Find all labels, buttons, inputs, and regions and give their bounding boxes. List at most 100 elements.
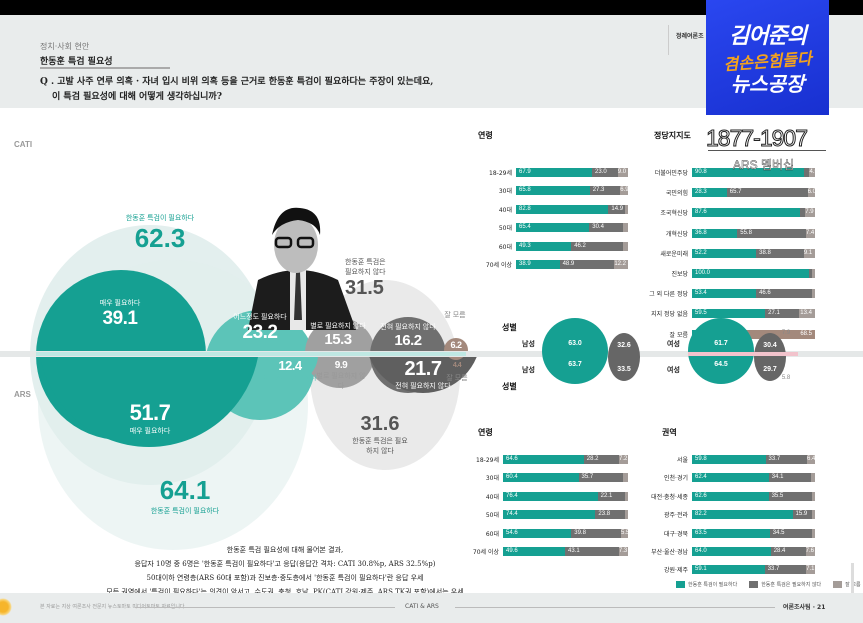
bar-seg-dk [625,204,628,214]
bar-seg-dk: 6.0 [807,188,815,198]
bar-seg-dk [622,241,628,251]
series-label-cati: CATI [14,140,33,149]
stacked-bar: 62.4 34.1 [692,473,815,483]
bar-row: 진보당 100.0 [671,269,815,278]
bar-row: 새로운미래 52.2 38.8 9.1 [660,248,815,258]
female-dk-ars: 5.8 [781,375,791,381]
bar-seg-dk: 9.1 [803,248,815,258]
bar-seg-need: 28.3 [692,188,727,198]
female-dk-cati: 7.9 [781,330,791,336]
page-footer: 본 자료는 지상 여론조사 전문지 뉴스토마토 미디어토마토 자료입니다. CA… [0,593,863,623]
legend-swatch [833,581,843,588]
bar-row: 70세 이상 38.9 48.9 12.2 [486,260,628,269]
stacked-bar: 100.0 [692,269,815,278]
stacked-bar: 65.8 27.3 6.9 [516,186,628,196]
title-rule [40,67,170,69]
bar-row: 부산·울산·경남 64.0 28.4 7.6 [651,547,815,556]
bar-label: 인천·경기 [664,475,688,483]
bar-seg-dk: 6.9 [620,186,628,196]
axis-divider-accent [36,352,466,356]
sun-logo-icon [0,598,12,616]
bar-seg-no-need: 43.1 [565,547,619,556]
panel-title-gender-cati: 성별 [502,323,517,332]
bar-seg-need: 49.6 [503,547,565,556]
bar-seg-need: 59.8 [692,455,766,464]
bar-seg-need: 67.9 [516,168,593,177]
ars-not-at-all: 21.7 전혀 필요하지 않다 [395,358,451,390]
male-label-cati: 남성 [522,340,535,348]
bar-seg-no-need: 14.9 [608,204,625,214]
bar-label: 60대 [498,243,512,251]
bar-row: 대전·충청·세종 62.6 35.5 [651,491,815,501]
bar-seg-need: 38.9 [516,260,560,269]
bar-seg-dk [625,510,628,520]
bar-seg-no-need: 28.2 [583,455,619,464]
question-line-1: Q . 고발 사주 연루 의혹 · 자녀 입시 비위 의혹 등을 근거로 한동훈… [40,77,434,87]
bar-seg-no-need [809,269,812,278]
bar-seg-need: 59.5 [692,309,766,319]
section-title: 한동훈 특검 필요성 [40,57,113,67]
bar-seg-no-need: 27.3 [589,186,621,196]
bar-seg-need: 64.6 [503,455,584,464]
bar-row: 70세 이상 49.6 43.1 7.3 [473,547,628,556]
bar-seg-no-need: 15.9 [792,510,812,520]
bar-row: 그 외 다른 정당 53.4 46.6 [649,289,815,299]
bar-seg-dk: 7.2 [619,455,628,464]
stacked-bar: 59.5 27.1 13.4 [692,309,815,319]
page-number: 여론조사팀 · 21 [783,604,826,611]
bar-seg-no-need: 55.8 [737,228,806,238]
cati-need-total: 한동훈 특검이 필요하다 62.3 [125,215,195,253]
bar-seg-dk: 7.4 [805,228,815,238]
bar-seg-dk [623,473,628,483]
ars-some-need: 12.4 어느정도 필요하다 [263,358,317,382]
bar-seg-dk [812,510,815,520]
publication-label: 정례여론조 [676,33,704,40]
bar-seg-need: 62.4 [692,473,769,483]
bar-seg-need: 49.3 [516,241,572,251]
news-factory-logo: 김어준의 겸손은힘들다 뉴스공장 [706,0,829,115]
bar-seg-need: 65.4 [516,223,590,233]
ars-not-much-circle [318,354,364,377]
bar-seg-dk: 13.4 [798,309,815,319]
bar-seg-no-need: 34.5 [769,528,812,538]
bar-seg-no-need: 35.7 [578,473,624,483]
bar-seg-no-need [803,168,810,177]
bar-seg-dk [812,528,815,538]
bar-seg-dk: 7.6 [805,547,815,556]
cati-dk: 6.2 [450,340,462,350]
male-label-ars: 남성 [522,366,535,374]
stacked-bar: 65.4 30.4 [516,223,628,233]
bar-seg-dk: 7.9 [805,208,815,218]
stacked-bar: 82.8 14.9 [516,204,628,214]
stacked-bar: 64.0 28.4 7.6 [692,547,815,556]
stacked-bar: 38.9 48.9 12.2 [516,260,628,269]
bar-row: 40대 82.8 14.9 [499,204,628,214]
female-label-ars: 여성 [667,366,680,374]
stacked-bar: 67.9 23.0 9.0 [516,168,628,177]
bar-label: 40대 [485,493,499,501]
bar-row: 40대 76.4 22.1 [486,491,628,501]
bar-seg-no-need: 48.9 [559,260,615,269]
bar-seg-no-need: 65.7 [726,188,808,198]
stacked-bar: 87.6 7.9 [692,208,815,218]
stacked-bar: 60.4 35.7 [503,473,628,483]
bar-row: 더불어민주당 90.8 4.5 [655,168,815,177]
footer-rule [455,607,775,608]
bar-seg-need: 36.8 [692,228,738,238]
stacked-bar: 62.6 35.5 [692,491,815,501]
bar-seg-no-need: 46.6 [756,289,812,299]
bar-row: 국민의힘 28.3 65.7 6.0 [666,188,815,198]
legend: 한동훈 특검이 필요하다 한동훈 특검은 필요하지 않다 잘 모름 [676,581,861,588]
legend-item-dk: 잘 모름 [833,581,861,588]
bar-seg-need: 65.8 [516,186,590,196]
bar-label: 광주·전라 [664,512,688,520]
ars-dk: 4.4 잘 모름 [446,362,468,382]
bar-row: 60대 54.6 39.8 5.5 [486,528,628,538]
bar-label: 부산·울산·경남 [651,549,688,556]
bar-seg-need: 53.4 [692,289,757,299]
bar-seg-no-need: 27.1 [765,309,799,319]
bar-label: 그 외 다른 정당 [649,291,688,299]
bar-seg-need: 90.8 [692,168,804,177]
bar-seg-no-need: 23.8 [595,510,625,520]
panel-title-party: 정당지지도 [654,131,691,140]
